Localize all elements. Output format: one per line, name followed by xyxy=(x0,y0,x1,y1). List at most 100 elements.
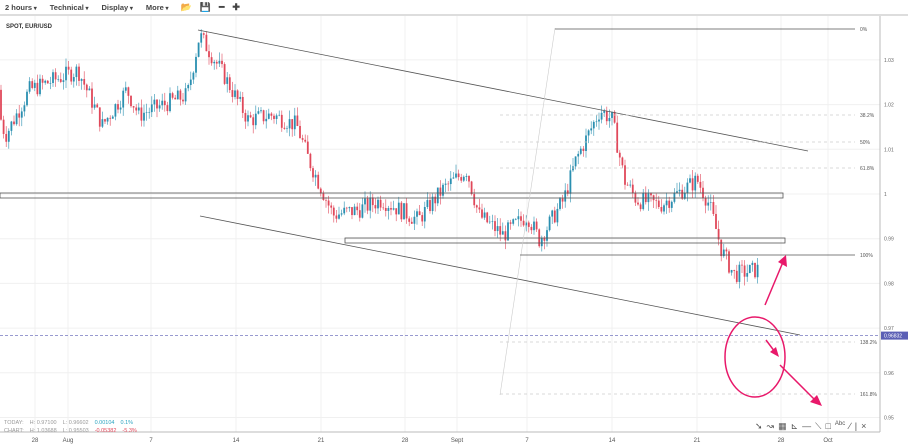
y-tick-label: 0.95 xyxy=(884,416,894,422)
y-tick-label: 1.01 xyxy=(884,147,894,153)
candle-body xyxy=(507,222,509,241)
close-icon[interactable]: × xyxy=(861,421,867,431)
candle-body xyxy=(182,99,184,102)
display-dropdown[interactable]: Display xyxy=(102,3,133,12)
grid-icon[interactable]: ▦ xyxy=(778,421,787,431)
x-tick-label: 7 xyxy=(525,438,529,444)
candle-body xyxy=(187,85,190,89)
candle-body xyxy=(205,34,208,52)
candle-body xyxy=(288,119,291,129)
candle-body xyxy=(590,128,593,131)
candle-body xyxy=(109,117,112,119)
candle-body xyxy=(447,183,450,185)
current-price-label: 0.96832 xyxy=(884,334,902,340)
candle-body xyxy=(655,200,658,201)
candle-body xyxy=(452,177,455,179)
candle-body xyxy=(218,60,221,64)
candle-body xyxy=(293,115,296,130)
candle-body xyxy=(444,183,447,185)
candle-body xyxy=(137,107,140,111)
candle-body xyxy=(343,207,346,214)
text-icon[interactable]: Abc xyxy=(834,421,846,427)
technical-dropdown[interactable]: Technical xyxy=(50,3,89,12)
folder-open-icon[interactable]: 📂 xyxy=(180,1,192,12)
save-icon[interactable]: 💾 xyxy=(199,1,211,12)
candle-body xyxy=(431,196,434,212)
candle-body xyxy=(423,207,426,222)
candle-body xyxy=(280,114,283,128)
candle-body xyxy=(236,90,239,99)
candle-body xyxy=(345,207,348,209)
x-tick-label: Oct xyxy=(823,438,833,444)
candle-body xyxy=(699,181,702,188)
candle-body xyxy=(340,213,343,215)
candle-body xyxy=(509,222,512,224)
candle-body xyxy=(221,60,223,65)
candle-body xyxy=(80,79,83,81)
candle-body xyxy=(574,156,577,167)
candle-body xyxy=(738,264,741,282)
candle-body xyxy=(33,82,36,88)
candle-body xyxy=(725,249,728,252)
price-chart[interactable]: 28 Aug 7 14 21 28 Sept 7 14 21 28 Oct1.031.021.0110… xyxy=(0,16,908,445)
candle-body xyxy=(273,115,275,119)
line-segment-icon[interactable]: ⟍ xyxy=(815,421,822,431)
candle-body xyxy=(577,153,580,157)
candle-body xyxy=(512,219,515,224)
candle-body xyxy=(637,202,639,205)
candle-body xyxy=(527,222,530,227)
candle-body xyxy=(556,208,559,223)
candle-body xyxy=(400,202,403,220)
candle-body xyxy=(130,95,132,107)
rectangle-icon[interactable]: □ xyxy=(825,421,831,431)
candle-body xyxy=(247,115,249,122)
candle-body xyxy=(501,231,504,235)
candle-body xyxy=(286,128,288,130)
candle-body xyxy=(410,221,413,224)
x-tick-label: 21 xyxy=(318,438,325,444)
candle-body xyxy=(215,61,218,64)
candle-body xyxy=(585,135,587,151)
candle-body xyxy=(296,115,299,126)
y-tick-label: 0.99 xyxy=(884,237,894,243)
candle-body xyxy=(504,231,507,241)
fib-level-label: 61.8% xyxy=(860,166,875,172)
candle-body xyxy=(598,119,600,122)
candle-body xyxy=(52,72,54,83)
candle-body xyxy=(494,221,496,232)
candle-body xyxy=(202,33,205,35)
x-tick-label: 14 xyxy=(233,438,240,444)
candle-body xyxy=(722,249,725,257)
candle-body xyxy=(631,184,634,193)
arrow-mid-head xyxy=(770,347,779,357)
arrow-icon[interactable]: ➘ xyxy=(755,421,763,431)
candle-body xyxy=(114,104,117,117)
zoom-out-icon[interactable]: ━ xyxy=(218,1,225,12)
candle-body xyxy=(312,168,314,178)
candle-body xyxy=(379,199,382,208)
candle-body xyxy=(163,100,166,106)
candle-body xyxy=(54,72,57,80)
candle-body xyxy=(491,221,494,222)
candle-body xyxy=(613,111,616,123)
candle-body xyxy=(306,141,309,154)
candle-body xyxy=(111,116,114,119)
candle-body xyxy=(15,113,18,125)
interval-dropdown[interactable]: 2 hours xyxy=(5,3,37,12)
candle-body xyxy=(720,239,723,257)
candle-body xyxy=(691,178,694,191)
candle-body xyxy=(626,184,629,186)
more-dropdown[interactable]: More xyxy=(146,3,169,12)
x-tick-label: Sept xyxy=(451,438,464,444)
curve-icon[interactable]: ↝ xyxy=(766,421,775,431)
x-tick-label: 28 xyxy=(778,438,785,444)
pencil-icon[interactable]: ∕ xyxy=(849,421,851,431)
candle-body xyxy=(28,81,31,92)
fan-icon[interactable]: ⊾ xyxy=(790,421,799,431)
zoom-in-icon[interactable]: ✚ xyxy=(232,1,240,12)
candle-body xyxy=(301,138,304,140)
candle-body xyxy=(5,133,8,142)
y-tick-label: 1 xyxy=(884,192,887,198)
candle-body xyxy=(486,212,489,223)
horizontal-line-icon[interactable]: — xyxy=(802,421,812,431)
